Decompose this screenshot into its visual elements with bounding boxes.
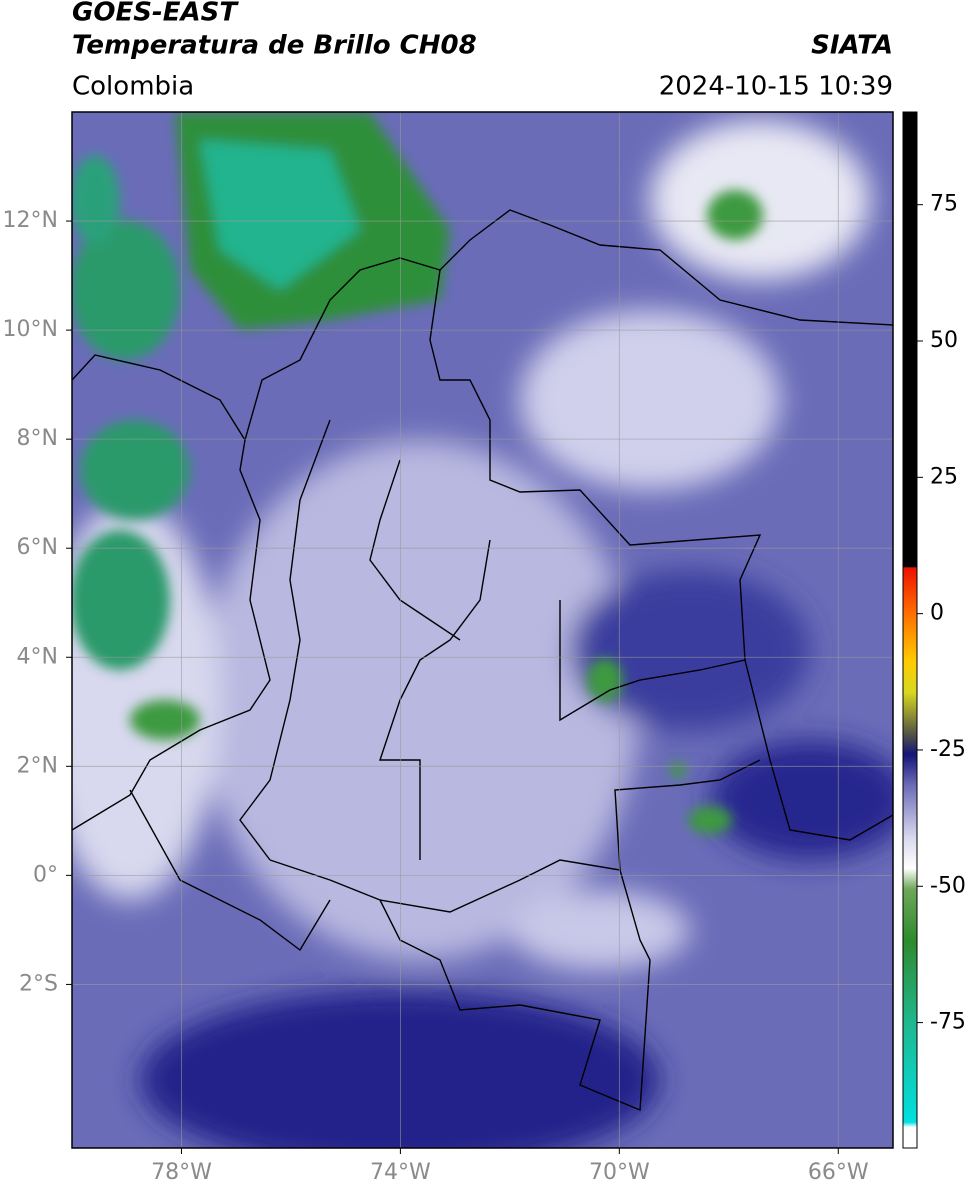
x-tick-label: 74°W <box>370 1160 431 1185</box>
x-tick-label: 66°W <box>808 1160 869 1185</box>
y-tick-label: 12°N <box>3 208 58 233</box>
y-tick-label: 6°N <box>17 535 58 560</box>
colorbar-tick-label: -50 <box>930 873 966 898</box>
source: SIATA <box>811 31 893 61</box>
y-tick-label: 0° <box>33 862 58 887</box>
y-tick-label: 2°N <box>17 753 58 778</box>
y-tick-label: 10°N <box>3 317 58 342</box>
colorbar-tick-label: -25 <box>930 737 966 762</box>
y-tick-label: 4°N <box>17 644 58 669</box>
graticule <box>72 112 893 1148</box>
x-tick-label: 70°W <box>589 1160 650 1185</box>
region: Colombia <box>72 72 194 102</box>
colorbar-tick-label: 25 <box>930 464 958 489</box>
colorbar-tick-label: 0 <box>930 601 944 626</box>
title: GOES-EAST <box>72 0 239 28</box>
satellite-image <box>72 112 893 1148</box>
colorbar <box>902 111 918 1149</box>
map-frame <box>71 111 894 1149</box>
colorbar-tick-label: 75 <box>930 192 958 217</box>
y-tick-label: 2°S <box>19 971 58 996</box>
colorbar-tick-label: 50 <box>930 328 958 353</box>
y-tick-label: 8°N <box>17 426 58 451</box>
colorbar-tick-label: -75 <box>930 1010 966 1035</box>
x-tick-label: 78°W <box>151 1160 212 1185</box>
subtitle: Temperatura de Brillo CH08 <box>72 31 477 61</box>
datetime: 2024-10-15 10:39 <box>659 72 893 102</box>
